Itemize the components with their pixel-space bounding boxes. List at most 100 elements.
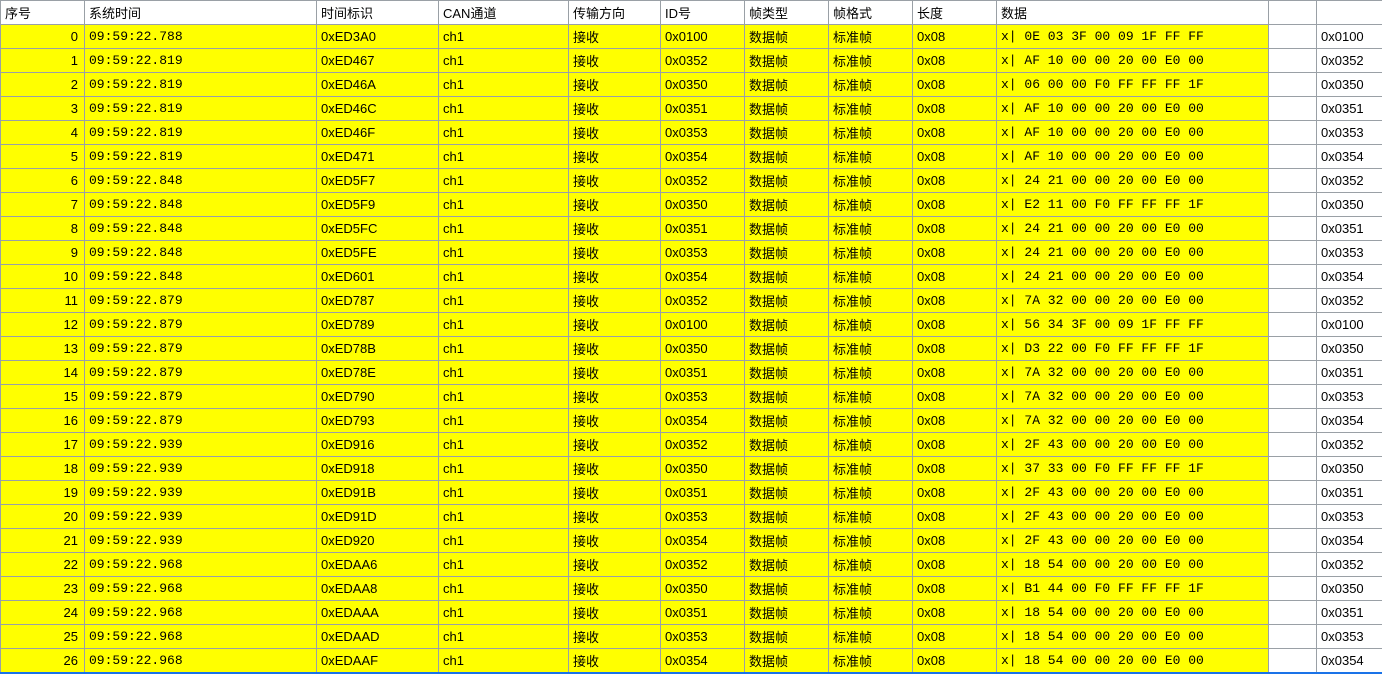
cell-ftype[interactable]: 数据帧 [745, 73, 829, 97]
cell-blank[interactable] [1269, 457, 1317, 481]
cell-time[interactable]: 09:59:22.939 [85, 529, 317, 553]
cell-id[interactable]: 0x0352 [661, 289, 745, 313]
cell-ffmt[interactable]: 标准帧 [829, 361, 913, 385]
cell-id[interactable]: 0x0351 [661, 481, 745, 505]
cell-time[interactable]: 09:59:22.968 [85, 601, 317, 625]
cell-dir[interactable]: 接收 [569, 25, 661, 49]
cell-tag[interactable]: 0xEDAA6 [317, 553, 439, 577]
col-header-seq[interactable]: 序号 [1, 1, 85, 25]
cell-tag[interactable]: 0xED918 [317, 457, 439, 481]
cell-dir[interactable]: 接收 [569, 409, 661, 433]
cell-seq[interactable]: 26 [1, 649, 85, 674]
cell-tag[interactable]: 0xED787 [317, 289, 439, 313]
table-row[interactable]: 709:59:22.8480xED5F9ch1接收0x0350数据帧标准帧0x0… [1, 193, 1382, 217]
table-row[interactable]: 1909:59:22.9390xED91Bch1接收0x0351数据帧标准帧0x… [1, 481, 1382, 505]
cell-dir[interactable]: 接收 [569, 313, 661, 337]
cell-len[interactable]: 0x08 [913, 457, 997, 481]
cell-blank[interactable] [1269, 169, 1317, 193]
cell-data[interactable]: x| 7A 32 00 00 20 00 E0 00 [997, 385, 1269, 409]
cell-dir[interactable]: 接收 [569, 97, 661, 121]
cell-seq[interactable]: 10 [1, 265, 85, 289]
cell-ffmt[interactable]: 标准帧 [829, 481, 913, 505]
cell-ftype[interactable]: 数据帧 [745, 265, 829, 289]
cell-ch[interactable]: ch1 [439, 121, 569, 145]
cell-seq[interactable]: 18 [1, 457, 85, 481]
cell-ftype[interactable]: 数据帧 [745, 553, 829, 577]
cell-len[interactable]: 0x08 [913, 73, 997, 97]
col-header-time[interactable]: 系统时间 [85, 1, 317, 25]
cell-id[interactable]: 0x0350 [661, 457, 745, 481]
table-row[interactable]: 1609:59:22.8790xED793ch1接收0x0354数据帧标准帧0x… [1, 409, 1382, 433]
cell-ftype[interactable]: 数据帧 [745, 625, 829, 649]
cell-id2[interactable]: 0x0353 [1317, 625, 1382, 649]
cell-seq[interactable]: 25 [1, 625, 85, 649]
cell-id2[interactable]: 0x0354 [1317, 265, 1382, 289]
cell-dir[interactable]: 接收 [569, 361, 661, 385]
cell-time[interactable]: 09:59:22.939 [85, 433, 317, 457]
cell-tag[interactable]: 0xED471 [317, 145, 439, 169]
cell-len[interactable]: 0x08 [913, 217, 997, 241]
cell-ch[interactable]: ch1 [439, 97, 569, 121]
cell-id[interactable]: 0x0351 [661, 217, 745, 241]
cell-dir[interactable]: 接收 [569, 337, 661, 361]
cell-blank[interactable] [1269, 529, 1317, 553]
cell-data[interactable]: x| 2F 43 00 00 20 00 E0 00 [997, 433, 1269, 457]
cell-id2[interactable]: 0x0351 [1317, 481, 1382, 505]
cell-data[interactable]: x| AF 10 00 00 20 00 E0 00 [997, 97, 1269, 121]
cell-ffmt[interactable]: 标准帧 [829, 385, 913, 409]
cell-ch[interactable]: ch1 [439, 193, 569, 217]
cell-ch[interactable]: ch1 [439, 217, 569, 241]
cell-ffmt[interactable]: 标准帧 [829, 145, 913, 169]
cell-id[interactable]: 0x0100 [661, 313, 745, 337]
table-row[interactable]: 909:59:22.8480xED5FEch1接收0x0353数据帧标准帧0x0… [1, 241, 1382, 265]
cell-ftype[interactable]: 数据帧 [745, 409, 829, 433]
table-row[interactable]: 1009:59:22.8480xED601ch1接收0x0354数据帧标准帧0x… [1, 265, 1382, 289]
col-header-len[interactable]: 长度 [913, 1, 997, 25]
cell-len[interactable]: 0x08 [913, 361, 997, 385]
cell-data[interactable]: x| 24 21 00 00 20 00 E0 00 [997, 241, 1269, 265]
cell-tag[interactable]: 0xED78E [317, 361, 439, 385]
cell-dir[interactable]: 接收 [569, 385, 661, 409]
cell-ch[interactable]: ch1 [439, 529, 569, 553]
cell-seq[interactable]: 19 [1, 481, 85, 505]
cell-data[interactable]: x| E2 11 00 F0 FF FF FF 1F [997, 193, 1269, 217]
cell-len[interactable]: 0x08 [913, 601, 997, 625]
cell-tag[interactable]: 0xED5FE [317, 241, 439, 265]
col-header-ch[interactable]: CAN通道 [439, 1, 569, 25]
cell-time[interactable]: 09:59:22.879 [85, 385, 317, 409]
cell-ftype[interactable]: 数据帧 [745, 193, 829, 217]
cell-blank[interactable] [1269, 289, 1317, 313]
cell-data[interactable]: x| 2F 43 00 00 20 00 E0 00 [997, 505, 1269, 529]
cell-seq[interactable]: 5 [1, 145, 85, 169]
cell-id2[interactable]: 0x0353 [1317, 121, 1382, 145]
cell-dir[interactable]: 接收 [569, 217, 661, 241]
table-row[interactable]: 309:59:22.8190xED46Cch1接收0x0351数据帧标准帧0x0… [1, 97, 1382, 121]
cell-data[interactable]: x| 18 54 00 00 20 00 E0 00 [997, 625, 1269, 649]
cell-blank[interactable] [1269, 49, 1317, 73]
cell-time[interactable]: 09:59:22.939 [85, 505, 317, 529]
cell-len[interactable]: 0x08 [913, 121, 997, 145]
cell-time[interactable]: 09:59:22.968 [85, 577, 317, 601]
cell-ch[interactable]: ch1 [439, 145, 569, 169]
cell-data[interactable]: x| 18 54 00 00 20 00 E0 00 [997, 553, 1269, 577]
cell-blank[interactable] [1269, 193, 1317, 217]
cell-ffmt[interactable]: 标准帧 [829, 193, 913, 217]
cell-id2[interactable]: 0x0100 [1317, 313, 1382, 337]
cell-data[interactable]: x| 06 00 00 F0 FF FF FF 1F [997, 73, 1269, 97]
table-row[interactable]: 1709:59:22.9390xED916ch1接收0x0352数据帧标准帧0x… [1, 433, 1382, 457]
cell-len[interactable]: 0x08 [913, 433, 997, 457]
cell-dir[interactable]: 接收 [569, 265, 661, 289]
cell-id[interactable]: 0x0354 [661, 409, 745, 433]
cell-tag[interactable]: 0xEDAAD [317, 625, 439, 649]
cell-id[interactable]: 0x0100 [661, 25, 745, 49]
cell-ffmt[interactable]: 标准帧 [829, 601, 913, 625]
can-log-table[interactable]: 序号 系统时间 时间标识 CAN通道 传输方向 ID号 帧类型 帧格式 长度 数… [0, 0, 1382, 674]
col-header-ftype[interactable]: 帧类型 [745, 1, 829, 25]
col-header-data[interactable]: 数据 [997, 1, 1269, 25]
cell-data[interactable]: x| 7A 32 00 00 20 00 E0 00 [997, 289, 1269, 313]
cell-len[interactable]: 0x08 [913, 193, 997, 217]
cell-ffmt[interactable]: 标准帧 [829, 73, 913, 97]
cell-id[interactable]: 0x0353 [661, 625, 745, 649]
cell-dir[interactable]: 接收 [569, 457, 661, 481]
cell-tag[interactable]: 0xED920 [317, 529, 439, 553]
